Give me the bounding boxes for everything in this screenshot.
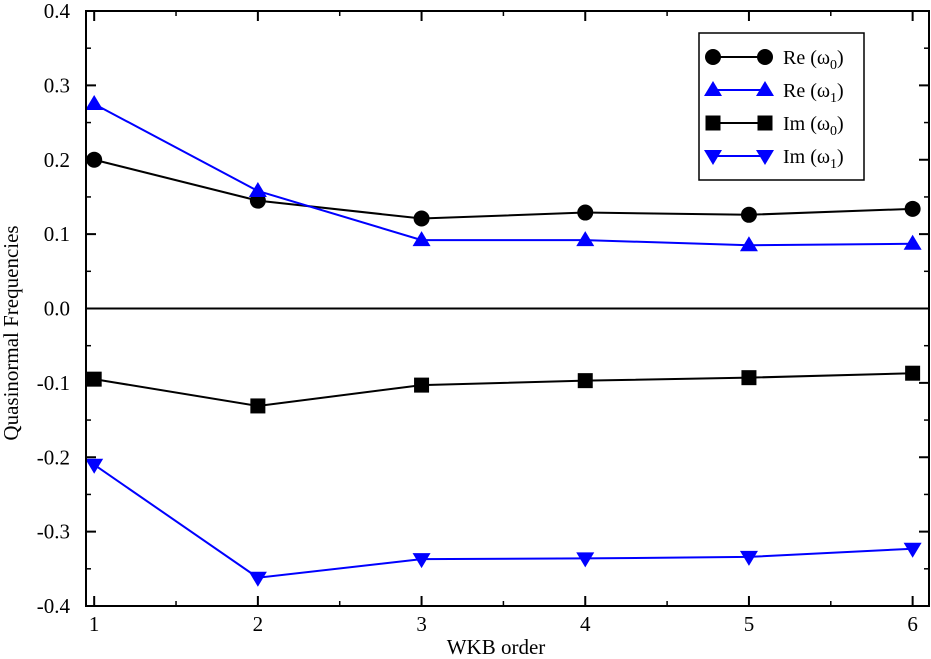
series-line-2 [94, 372, 913, 407]
data-point-s0-2 [413, 210, 430, 227]
legend-marker-3-b [756, 150, 774, 165]
x-axis-title: WKB order [447, 635, 546, 659]
data-point-s3-2 [412, 553, 431, 569]
data-point-s2-1 [250, 398, 266, 414]
data-point-s3-1 [248, 571, 267, 587]
x-tick-label-2: 3 [416, 612, 427, 636]
legend-marker-1-a [704, 81, 722, 96]
data-point-s1-2 [412, 231, 431, 247]
data-point-s1-0 [85, 94, 104, 110]
y-tick-label-7: -0.3 [37, 520, 70, 544]
x-tick-label-0: 1 [89, 612, 100, 636]
series-line-0 [93, 158, 913, 220]
data-point-s1-5 [903, 234, 922, 250]
x-tick-label-3: 4 [580, 612, 591, 636]
legend-marker-0-b [757, 49, 773, 65]
x-tick-label-4: 5 [744, 612, 755, 636]
y-tick-label-5: -0.1 [37, 371, 70, 395]
y-tick-label-2: 0.2 [44, 148, 70, 172]
data-point-s2-0 [86, 371, 102, 387]
legend-marker-0-a [705, 49, 721, 65]
y-tick-label-3: 0.1 [44, 222, 70, 246]
data-point-s3-5 [903, 542, 922, 558]
legend-label-3: Im (ω1) [783, 146, 844, 172]
data-point-s2-5 [905, 365, 921, 381]
series-line-1 [93, 103, 913, 247]
data-point-s1-3 [576, 231, 595, 247]
legend-marker-2-a [705, 115, 721, 131]
y-tick-label-0: 0.4 [44, 0, 71, 23]
data-point-s1-1 [248, 181, 267, 197]
legend-marker-3-a [704, 150, 722, 165]
series-line-3 [93, 463, 913, 579]
legend-label-2: Im (ω0) [783, 113, 844, 139]
y-axis-title: Quasinormal Frequencies [0, 225, 23, 440]
legend-marker-2-b [757, 115, 773, 131]
data-point-s3-3 [576, 552, 595, 568]
data-point-s0-5 [904, 200, 921, 217]
x-tick-label-1: 2 [253, 612, 264, 636]
data-point-s3-4 [739, 550, 758, 566]
y-tick-label-1: 0.3 [44, 73, 70, 97]
legend-label-1: Re (ω1) [783, 80, 844, 106]
y-tick-label-4: 0.0 [44, 297, 70, 321]
x-tick-label-5: 6 [907, 612, 918, 636]
legend-label-0: Re (ω0) [783, 47, 844, 73]
data-point-s2-3 [577, 373, 593, 389]
legend-marker-1-b [756, 81, 774, 96]
data-point-s0-4 [740, 206, 757, 223]
y-tick-label-8: -0.4 [37, 594, 71, 618]
data-point-s1-4 [739, 236, 758, 252]
data-point-s2-4 [741, 370, 757, 386]
data-point-s3-0 [85, 458, 104, 474]
y-tick-label-6: -0.2 [37, 445, 70, 469]
data-point-s0-3 [577, 204, 594, 221]
data-point-s2-2 [414, 377, 430, 393]
